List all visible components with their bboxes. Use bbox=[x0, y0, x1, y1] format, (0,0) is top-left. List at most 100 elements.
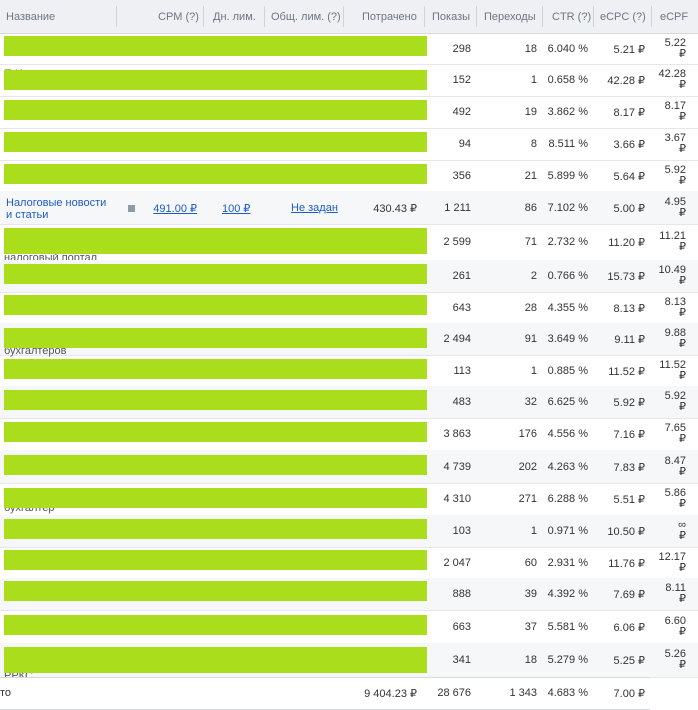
clicks-value: 176 bbox=[518, 428, 537, 440]
table-row[interactable]: 4 739 202 4.263 % 7.83 ₽ 8.47 ₽ bbox=[0, 450, 698, 484]
impressions-value: 2 599 bbox=[443, 236, 471, 248]
table-row[interactable]: бухгалтер 4 310 271 6.288 % 5.51 ₽5.86 ₽ bbox=[0, 483, 698, 516]
clicks-value: 18 bbox=[524, 654, 537, 666]
header-divider bbox=[203, 6, 204, 27]
redacted-block bbox=[4, 359, 427, 379]
day-limit-value[interactable]: 100 ₽ bbox=[222, 203, 251, 215]
ecpc-value: 11.76 ₽ bbox=[608, 558, 645, 570]
ecpc-value: 8.17 ₽ bbox=[613, 107, 645, 119]
ecpf-value: 8.11 ₽ bbox=[665, 582, 686, 605]
header-spent[interactable]: Потрачено bbox=[362, 11, 417, 23]
ecpc-value: 5.64 ₽ bbox=[613, 171, 645, 183]
impressions-value: 152 bbox=[452, 74, 471, 86]
impressions-value: 2 494 bbox=[443, 333, 471, 345]
total-label: то bbox=[0, 687, 12, 699]
header-divider bbox=[593, 6, 594, 27]
ecpc-value: 5.92 ₽ bbox=[613, 397, 645, 409]
ecpf-value: 8.17 ₽ bbox=[664, 100, 686, 123]
clicks-value: 1 bbox=[530, 74, 537, 86]
table-row[interactable]: 94 8 8.511 % 3.66 ₽ 3.67 ₽ bbox=[0, 128, 698, 161]
ecpf-value: 5.92 ₽ bbox=[664, 390, 686, 413]
impressions-value: 4 739 bbox=[443, 461, 471, 473]
header-ctr[interactable]: CTR (?) bbox=[552, 11, 592, 23]
redacted-block bbox=[4, 328, 427, 348]
clicks-value: 202 bbox=[518, 461, 537, 473]
table-row[interactable]: 113 1 0.885 % 11.52 ₽ 11.52 ₽ bbox=[0, 355, 698, 387]
clicks-value: 71 bbox=[524, 236, 537, 248]
clicks-value: 60 bbox=[524, 557, 537, 569]
table-row[interactable]: 261 2 0.766 % 15.73 ₽ 10.49 ₽ bbox=[0, 260, 698, 293]
table-row[interactable]: П И15210.658 %42.28 ₽42.28₽ bbox=[0, 64, 698, 97]
clicks-value: 86 bbox=[524, 202, 537, 214]
ecpf-value: 12.17 ₽ bbox=[658, 551, 686, 574]
clicks-value: 271 bbox=[518, 493, 537, 505]
ecpf-value: 5.86 ₽ bbox=[664, 487, 686, 510]
table-row[interactable]: Налоговые новости и статьи 491.00 ₽ 100 ₽ Не… bbox=[0, 191, 698, 225]
table-row[interactable]: налоговый портал 2 599 71 2.732 % 11.20 ₽11.… bbox=[0, 224, 698, 264]
header-cpm[interactable]: CPM (?) bbox=[158, 11, 199, 23]
table-row[interactable]: 103 1 0.971 % 10.50 ₽ ∞ ₽ bbox=[0, 515, 698, 548]
impressions-value: 2 047 bbox=[443, 557, 471, 569]
ecpf-value: 5.26 ₽ bbox=[664, 648, 686, 671]
ecpc-value: 11.20 ₽ bbox=[608, 237, 645, 249]
header-impressions[interactable]: Показы bbox=[432, 11, 471, 23]
table-row[interactable]: 888 39 4.392 % 7.69 ₽ 8.11 ₽ bbox=[0, 578, 698, 611]
header-total-limit[interactable]: Общ. лим. (?) bbox=[271, 11, 341, 23]
table-row[interactable]: 356 21 5.899 % 5.64 ₽ 5.92 ₽ bbox=[0, 160, 698, 192]
header-divider bbox=[424, 6, 425, 27]
ctr-value: 5.279 % bbox=[547, 654, 588, 666]
total-spent: 9 404.23 ₽ bbox=[364, 688, 417, 700]
impressions-value: 492 bbox=[452, 106, 471, 118]
ecpc-value: 7.83 ₽ bbox=[613, 462, 645, 474]
impressions-value: 4 310 bbox=[443, 493, 471, 505]
redacted-block bbox=[4, 132, 427, 152]
table-row[interactable]: 643 28 4.355 % 8.13 ₽ 8.13 ₽ bbox=[0, 292, 698, 324]
redacted-block bbox=[4, 647, 427, 673]
redacted-block bbox=[4, 295, 427, 315]
totals-row: то 9 404.23 ₽ 28 676 1 343 4.683 % 7.00 … bbox=[0, 677, 650, 710]
header-divider bbox=[651, 6, 652, 27]
clicks-value: 18 bbox=[524, 43, 537, 55]
impressions-value: 113 bbox=[453, 365, 471, 377]
table-row[interactable]: 483 32 6.625 % 5.92 ₽ 5.92 ₽ bbox=[0, 386, 698, 419]
table-row[interactable]: 2 047 60 2.931 % 11.76 ₽ 12.17 ₽ bbox=[0, 547, 698, 579]
table-row[interactable]: бухгалтеров 2 494 91 3.649 % 9.11 ₽ 9.88 ₽ bbox=[0, 323, 698, 357]
redacted-block bbox=[4, 100, 427, 120]
impressions-value: 356 bbox=[452, 170, 471, 182]
table-row[interactable]: РРКС 341 18 5.279 % 5.25 ₽5.26 ₽ bbox=[0, 643, 698, 682]
header-ecpf[interactable]: eCPF bbox=[660, 11, 689, 23]
table-row[interactable]: 298 18 6.040 % 5.21 ₽ 5.22 ₽ bbox=[0, 33, 698, 65]
ecpc-value: 3.66 ₽ bbox=[613, 139, 645, 151]
ecpc-value: 42.28 ₽ bbox=[607, 75, 645, 87]
ecpf-value: 11.52 ₽ bbox=[659, 359, 686, 382]
header-name[interactable]: Название bbox=[6, 11, 56, 23]
table-row[interactable]: 3 863 176 4.556 % 7.16 ₽ 7.65 ₽ bbox=[0, 418, 698, 451]
clicks-value: 19 bbox=[524, 106, 537, 118]
ctr-value: 3.649 % bbox=[547, 333, 588, 345]
ctr-value: 8.511 % bbox=[548, 138, 588, 150]
ctr-value: 4.355 % bbox=[547, 302, 588, 314]
ecpf-value: 7.65 ₽ bbox=[664, 422, 686, 445]
header-clicks[interactable]: Переходы bbox=[484, 11, 536, 23]
table-row[interactable]: 663 37 5.581 % 6.06 ₽ 6.60 ₽ bbox=[0, 610, 698, 644]
redacted-block bbox=[4, 264, 427, 284]
cpm-value[interactable]: 491.00 ₽ bbox=[153, 203, 197, 215]
ctr-value: 4.263 % bbox=[547, 461, 588, 473]
ctr-value: 0.885 % bbox=[547, 365, 588, 377]
clicks-value: 39 bbox=[524, 588, 537, 600]
ctr-value: 7.102 % bbox=[547, 202, 588, 214]
table-header: Название CPM (?) Дн. лим. Общ. лим. (?) … bbox=[0, 0, 698, 34]
ecpc-value: 6.06 ₽ bbox=[613, 622, 645, 634]
ctr-value: 6.288 % bbox=[547, 493, 588, 505]
redacted-block bbox=[4, 36, 427, 56]
header-ecpc[interactable]: eCPC (?) bbox=[600, 11, 646, 23]
total-limit-value[interactable]: Не задан bbox=[291, 202, 338, 214]
redacted-block bbox=[4, 422, 427, 442]
table-row[interactable]: 492 19 3.862 % 8.17 ₽ 8.17 ₽ bbox=[0, 96, 698, 129]
clicks-value: 1 bbox=[530, 525, 537, 537]
impressions-value: 483 bbox=[452, 396, 471, 408]
campaign-name-link[interactable]: Налоговые новости и статьи bbox=[6, 197, 107, 221]
redacted-block bbox=[4, 164, 427, 184]
header-day-limit[interactable]: Дн. лим. bbox=[213, 11, 256, 23]
header-divider bbox=[264, 6, 265, 27]
